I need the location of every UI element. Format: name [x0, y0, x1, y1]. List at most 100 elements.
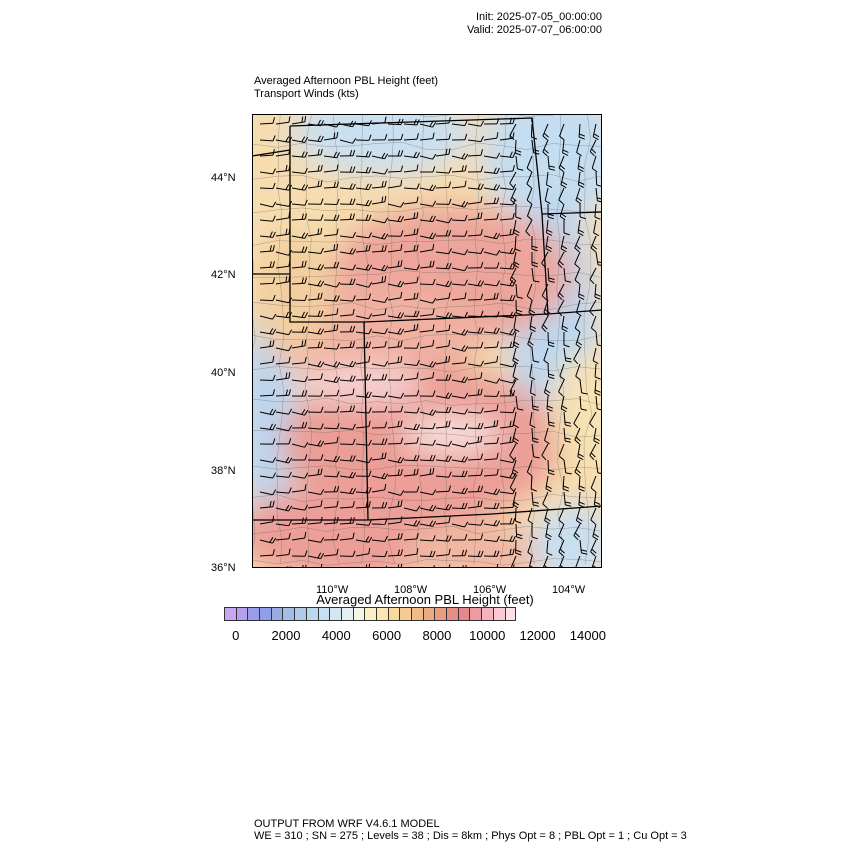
wind-barb — [307, 280, 325, 287]
wind-barb — [499, 199, 516, 206]
map-subtitle: Transport Winds (kts) — [254, 88, 359, 100]
wind-barb — [451, 249, 469, 256]
wind-barb — [387, 201, 405, 208]
colorbar — [224, 607, 517, 621]
wind-barb — [593, 491, 601, 508]
wind-barb — [579, 379, 588, 395]
wind-barb — [387, 456, 405, 464]
wind-barb — [451, 356, 467, 365]
wind-barb — [419, 200, 437, 207]
wind-barb — [259, 168, 276, 175]
wind-barb — [291, 326, 308, 333]
pbl-height-map — [252, 114, 602, 568]
wind-barb — [483, 404, 499, 413]
wind-barb — [387, 230, 404, 237]
wind-barb — [387, 549, 403, 557]
wind-barb — [307, 135, 324, 143]
wind-barb — [529, 315, 537, 332]
wind-barb — [323, 308, 339, 317]
wind-barb — [545, 235, 553, 253]
wind-barb — [339, 264, 356, 271]
wind-barb — [355, 281, 373, 288]
wind-barb — [590, 315, 597, 333]
wind-barb — [451, 376, 469, 384]
wind-barb — [574, 315, 581, 333]
wind-barb — [419, 390, 436, 397]
lon-label-106: 106°W — [473, 584, 507, 596]
wind-barb — [385, 565, 388, 568]
wind-barb — [574, 235, 581, 253]
wind-barb — [355, 391, 372, 398]
wind-barb — [355, 547, 371, 557]
wind-barb — [323, 324, 339, 333]
wind-barb — [275, 504, 293, 512]
wind-barb — [339, 325, 356, 333]
wind-barb — [562, 139, 569, 156]
colorbar-swatch — [469, 607, 482, 621]
wind-barb — [371, 233, 389, 240]
wind-barb — [560, 235, 568, 253]
wind-barb — [403, 133, 419, 141]
wind-barb — [403, 454, 420, 462]
wind-barb — [307, 180, 323, 189]
wind-barb — [558, 507, 565, 525]
wind-barb — [403, 359, 420, 366]
wind-barb — [435, 420, 451, 429]
wind-barb — [435, 535, 452, 542]
wind-barb — [499, 361, 517, 368]
wind-barb — [526, 203, 533, 221]
wind-barb — [291, 199, 308, 206]
wind-barb — [307, 292, 323, 301]
wind-barb — [592, 347, 599, 365]
wind-barb — [531, 267, 540, 283]
wind-barb — [451, 549, 468, 557]
wind-barb — [467, 293, 484, 301]
wind-barb — [259, 135, 276, 142]
wind-barb — [339, 405, 355, 413]
wind-barb — [574, 555, 581, 568]
wind-barb — [403, 310, 420, 318]
wind-barb — [590, 475, 597, 493]
wind-barb — [510, 555, 517, 568]
wind-barb — [509, 171, 517, 189]
wind-barb — [547, 411, 555, 427]
wind-barb — [371, 550, 388, 558]
wind-barb — [259, 500, 275, 509]
wind-barb — [371, 328, 388, 335]
wind-barb — [499, 132, 515, 141]
wind-barb — [387, 437, 404, 445]
colorbar-swatch — [446, 607, 458, 621]
colorbar-swatch — [387, 607, 400, 621]
wind-barb — [307, 373, 323, 381]
wind-barb — [355, 355, 371, 365]
wind-barb — [339, 501, 355, 509]
wind-barb — [371, 340, 387, 349]
wind-barb — [563, 491, 572, 507]
wind-barb — [451, 133, 468, 141]
wind-barb — [574, 459, 581, 477]
wind-barb — [499, 535, 516, 542]
wind-barb — [499, 294, 516, 302]
wind-barb — [558, 187, 565, 205]
wind-barb — [339, 213, 355, 221]
wind-barb — [542, 139, 549, 157]
wind-barb — [339, 455, 356, 462]
wind-barb — [546, 395, 553, 412]
wind-barb — [419, 184, 437, 192]
wind-barb — [499, 341, 516, 349]
colorbar-tick-label: 6000 — [372, 628, 402, 643]
wind-barb — [451, 165, 467, 173]
wind-barb — [323, 151, 340, 159]
wind-barb — [544, 427, 550, 445]
wind-barb — [451, 521, 469, 528]
wind-barb — [467, 327, 484, 334]
wind-barb — [483, 468, 499, 477]
wind-barb — [595, 331, 602, 347]
wind-barb — [387, 118, 404, 126]
wind-barb — [323, 361, 341, 368]
wind-barb — [577, 219, 585, 237]
wind-barb — [275, 356, 291, 365]
wind-barb — [419, 409, 437, 416]
colorbar-swatch — [270, 607, 283, 621]
wind-barb — [323, 406, 340, 413]
